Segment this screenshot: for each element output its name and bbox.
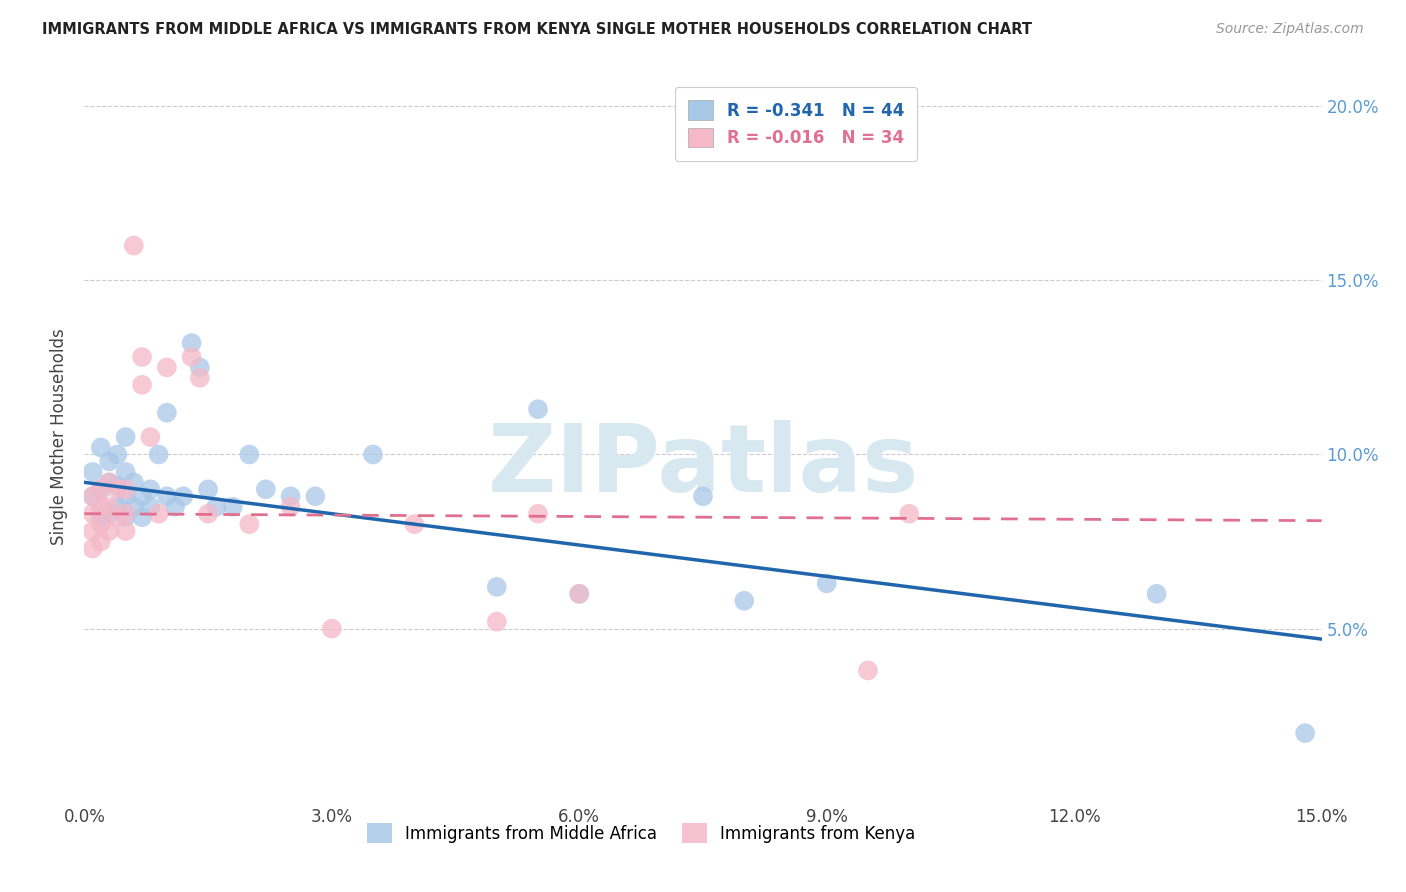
Point [197, 507, 219, 521]
Point [205, 500, 228, 514]
Point [568, 587, 591, 601]
Point [98, 475, 121, 490]
Point [114, 483, 136, 497]
Point [122, 238, 145, 252]
Point [114, 489, 136, 503]
Point [82, 489, 104, 503]
Point [98, 524, 121, 538]
Text: Source: ZipAtlas.com: Source: ZipAtlas.com [1216, 22, 1364, 37]
Point [733, 594, 755, 608]
Point [568, 587, 591, 601]
Point [188, 371, 211, 385]
Point [114, 465, 136, 479]
Point [254, 483, 277, 497]
Point [280, 500, 302, 514]
Point [139, 430, 162, 444]
Point [90, 534, 112, 549]
Point [131, 489, 153, 503]
Point [156, 489, 179, 503]
Point [98, 475, 121, 490]
Point [131, 350, 153, 364]
Point [1294, 726, 1316, 740]
Point [139, 500, 162, 514]
Point [148, 448, 170, 462]
Point [105, 479, 128, 493]
Point [90, 517, 112, 532]
Point [98, 507, 121, 521]
Point [222, 500, 245, 514]
Point [485, 580, 508, 594]
Point [1146, 587, 1168, 601]
Text: ZIPatlas: ZIPatlas [488, 420, 918, 512]
Point [527, 507, 550, 521]
Point [238, 448, 260, 462]
Point [105, 510, 128, 524]
Point [485, 615, 508, 629]
Point [122, 475, 145, 490]
Point [180, 336, 202, 351]
Point [105, 483, 128, 497]
Point [815, 576, 838, 591]
Point [321, 622, 343, 636]
Point [156, 360, 179, 375]
Point [105, 500, 128, 514]
Point [139, 483, 162, 497]
Point [304, 489, 326, 503]
Point [238, 517, 260, 532]
Point [98, 454, 121, 468]
Point [114, 430, 136, 444]
Point [105, 448, 128, 462]
Text: IMMIGRANTS FROM MIDDLE AFRICA VS IMMIGRANTS FROM KENYA SINGLE MOTHER HOUSEHOLDS : IMMIGRANTS FROM MIDDLE AFRICA VS IMMIGRA… [42, 22, 1032, 37]
Point [856, 664, 879, 678]
Point [98, 500, 121, 514]
Point [172, 489, 194, 503]
Point [90, 441, 112, 455]
Point [90, 510, 112, 524]
Point [148, 507, 170, 521]
Point [90, 483, 112, 497]
Point [82, 465, 104, 479]
Point [692, 489, 714, 503]
Point [131, 377, 153, 392]
Point [82, 541, 104, 556]
Point [527, 402, 550, 417]
Legend: Immigrants from Middle Africa, Immigrants from Kenya: Immigrants from Middle Africa, Immigrant… [360, 817, 922, 849]
Point [114, 507, 136, 521]
Point [361, 448, 384, 462]
Point [114, 524, 136, 538]
Point [180, 350, 202, 364]
Point [156, 406, 179, 420]
Point [90, 500, 112, 514]
Point [898, 507, 921, 521]
Point [165, 500, 187, 514]
Point [90, 483, 112, 497]
Point [131, 510, 153, 524]
Point [197, 483, 219, 497]
Point [404, 517, 426, 532]
Point [82, 524, 104, 538]
Point [82, 507, 104, 521]
Y-axis label: Single Mother Households: Single Mother Households [51, 329, 69, 545]
Point [280, 489, 302, 503]
Point [114, 510, 136, 524]
Point [122, 500, 145, 514]
Point [82, 489, 104, 503]
Point [188, 360, 211, 375]
